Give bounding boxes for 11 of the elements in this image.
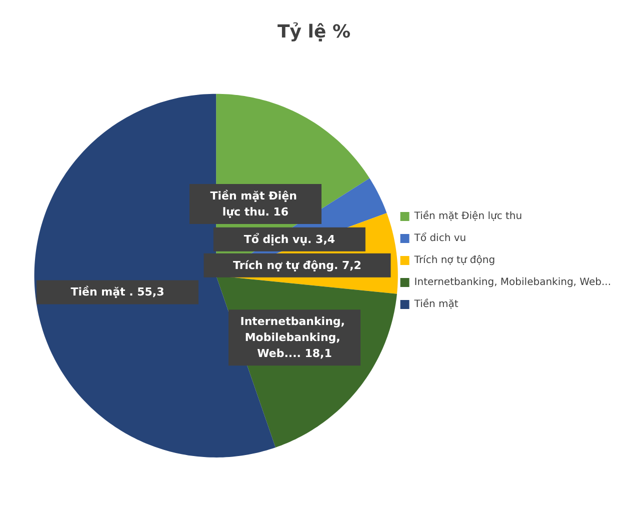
data-label: Tiền mặt . 55,3: [70, 286, 164, 299]
data-label: Internetbanking, Mobilebanking, Web.... 18,1: [240, 315, 349, 360]
data-label: Tổ dịch vụ. 3,4: [244, 232, 336, 246]
legend-label: Internetbanking, Mobilebanking, Web...: [414, 277, 612, 288]
data-label: Trích nợ tự động. 7,2: [233, 258, 362, 272]
legend-label: Tiền mặt Điện lực thu: [413, 210, 522, 222]
legend-label: Trích nợ tự động: [413, 255, 496, 266]
legend-label: Tiền mặt: [413, 298, 458, 310]
data-label: Tiền mặt Điện lực thu. 16: [210, 189, 301, 218]
chart-title: Tỷ lệ %: [278, 22, 350, 42]
legend-label: Tổ dich vu: [413, 232, 466, 244]
